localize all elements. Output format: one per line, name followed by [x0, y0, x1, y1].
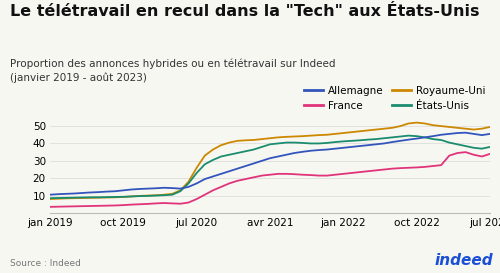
- Legend: Allemagne, France, Royaume-Uni, États-Unis: Allemagne, France, Royaume-Uni, États-Un…: [300, 82, 490, 115]
- Text: Proportion des annonces hybrides ou en télétravail sur Indeed
(janvier 2019 - ao: Proportion des annonces hybrides ou en t…: [10, 59, 336, 83]
- Text: Source : Indeed: Source : Indeed: [10, 259, 81, 268]
- Text: indeed: indeed: [435, 253, 494, 268]
- Text: Le télétravail en recul dans la "Tech" aux États-Unis: Le télétravail en recul dans la "Tech" a…: [10, 4, 480, 19]
